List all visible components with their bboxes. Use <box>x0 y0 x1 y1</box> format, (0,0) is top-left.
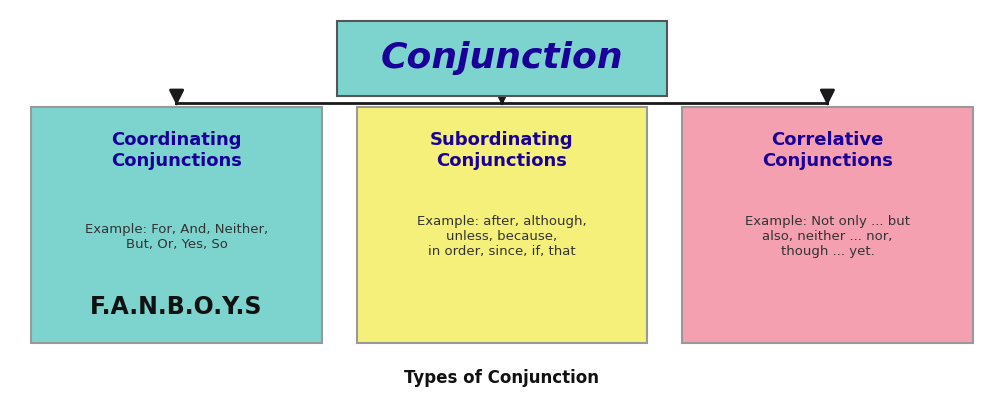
Text: Types of Conjunction: Types of Conjunction <box>404 369 599 387</box>
Text: Subordinating
Conjunctions: Subordinating Conjunctions <box>429 131 574 169</box>
FancyBboxPatch shape <box>356 107 647 342</box>
FancyBboxPatch shape <box>682 107 972 342</box>
Text: Example: For, And, Neither,
But, Or, Yes, So: Example: For, And, Neither, But, Or, Yes… <box>85 223 268 251</box>
Text: Conjunction: Conjunction <box>380 41 623 75</box>
Text: Coordinating
Conjunctions: Coordinating Conjunctions <box>111 131 242 169</box>
Text: Example: Not only ... but
also, neither ... nor,
though ... yet.: Example: Not only ... but also, neither … <box>744 215 909 258</box>
FancyBboxPatch shape <box>336 21 667 96</box>
FancyBboxPatch shape <box>31 107 321 342</box>
Text: F.A.N.B.O.Y.S: F.A.N.B.O.Y.S <box>90 295 263 319</box>
Text: Example: after, although,
unless, because,
in order, since, if, that: Example: after, although, unless, becaus… <box>417 215 586 258</box>
Text: Correlative
Conjunctions: Correlative Conjunctions <box>761 131 892 169</box>
